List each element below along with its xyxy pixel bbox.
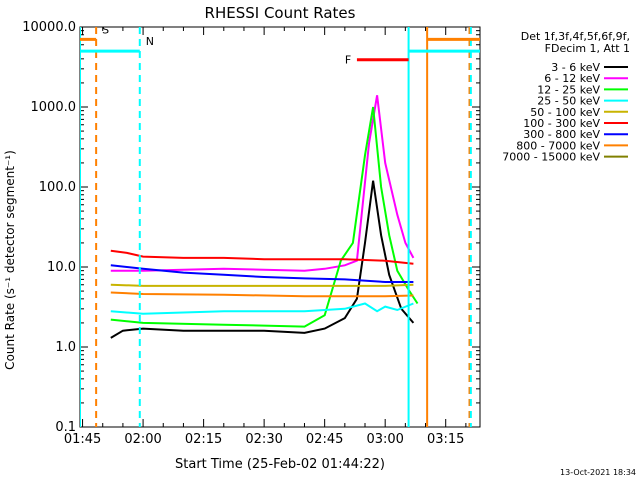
legend-entry-label-6: 300 - 800 keV — [523, 128, 600, 141]
series-line-5 — [110, 249, 414, 265]
x-tick-label: 01:45 — [64, 432, 101, 447]
legend-entry-label-1: 6 - 12 keV — [544, 72, 600, 85]
legend-header-line-1: Det 1f,3f,4f,5f,6f,9f, — [521, 30, 630, 43]
x-axis-label: Start Time (25-Feb-02 01:44:22) — [175, 457, 385, 472]
series-line-0 — [110, 180, 415, 339]
y-axis-label: Count Rate (s⁻¹ detector segment⁻¹) — [3, 150, 17, 370]
series-line-4 — [110, 283, 414, 287]
legend-entry-label-4: 50 - 100 keV — [530, 106, 600, 119]
x-tick-label: 02:00 — [124, 432, 161, 447]
series-line-3 — [110, 302, 414, 315]
legend-entry-label-2: 12 - 25 keV — [537, 83, 600, 96]
footer-timestamp: 13-Oct-2021 18:34 — [560, 468, 636, 477]
x-tick-label: 03:00 — [366, 432, 403, 447]
legend-entry-label-0: 3 - 6 keV — [551, 61, 600, 74]
legend-entry-label-5: 100 - 300 keV — [523, 117, 600, 130]
x-tick-label: 03:15 — [427, 432, 464, 447]
y-tick-label: 10000.0 — [22, 20, 76, 35]
y-tick-label: 1.0 — [55, 340, 76, 355]
y-tick-label: 100.0 — [39, 180, 76, 195]
flag-label-N: N — [146, 35, 154, 48]
series-line-6 — [110, 264, 414, 283]
y-tick-label: 1000.0 — [31, 100, 77, 115]
flag-label-F: F — [345, 54, 351, 67]
y-tick-label: 10.0 — [47, 260, 76, 275]
series-line-1 — [110, 95, 415, 272]
series-line-7 — [110, 291, 414, 298]
x-tick-label: 02:30 — [245, 432, 282, 447]
legend-entry-label-8: 7000 - 15000 keV — [502, 151, 600, 164]
x-tick-label: 02:45 — [306, 432, 343, 447]
y-axis: 0.1 1.0 10.0 100.0 1000.0 10000.0 — [22, 20, 480, 435]
flag-label-S: S — [102, 23, 109, 36]
legend-entry-label-3: 25 - 50 keV — [537, 95, 600, 108]
legend-header-line-2: FDecim 1, Att 1 — [545, 42, 630, 55]
x-axis: 01:45 02:00 02:15 02:30 02:45 03:00 03:15 — [64, 27, 467, 447]
x-tick-label: 02:15 — [185, 432, 222, 447]
series-line-2 — [110, 106, 419, 328]
plot-area: S N F — [80, 23, 480, 427]
legend-entry-label-7: 800 - 7000 keV — [516, 139, 600, 152]
chart-title: RHESSI Count Rates — [205, 4, 356, 22]
y-tick-label: 0.1 — [55, 420, 76, 435]
